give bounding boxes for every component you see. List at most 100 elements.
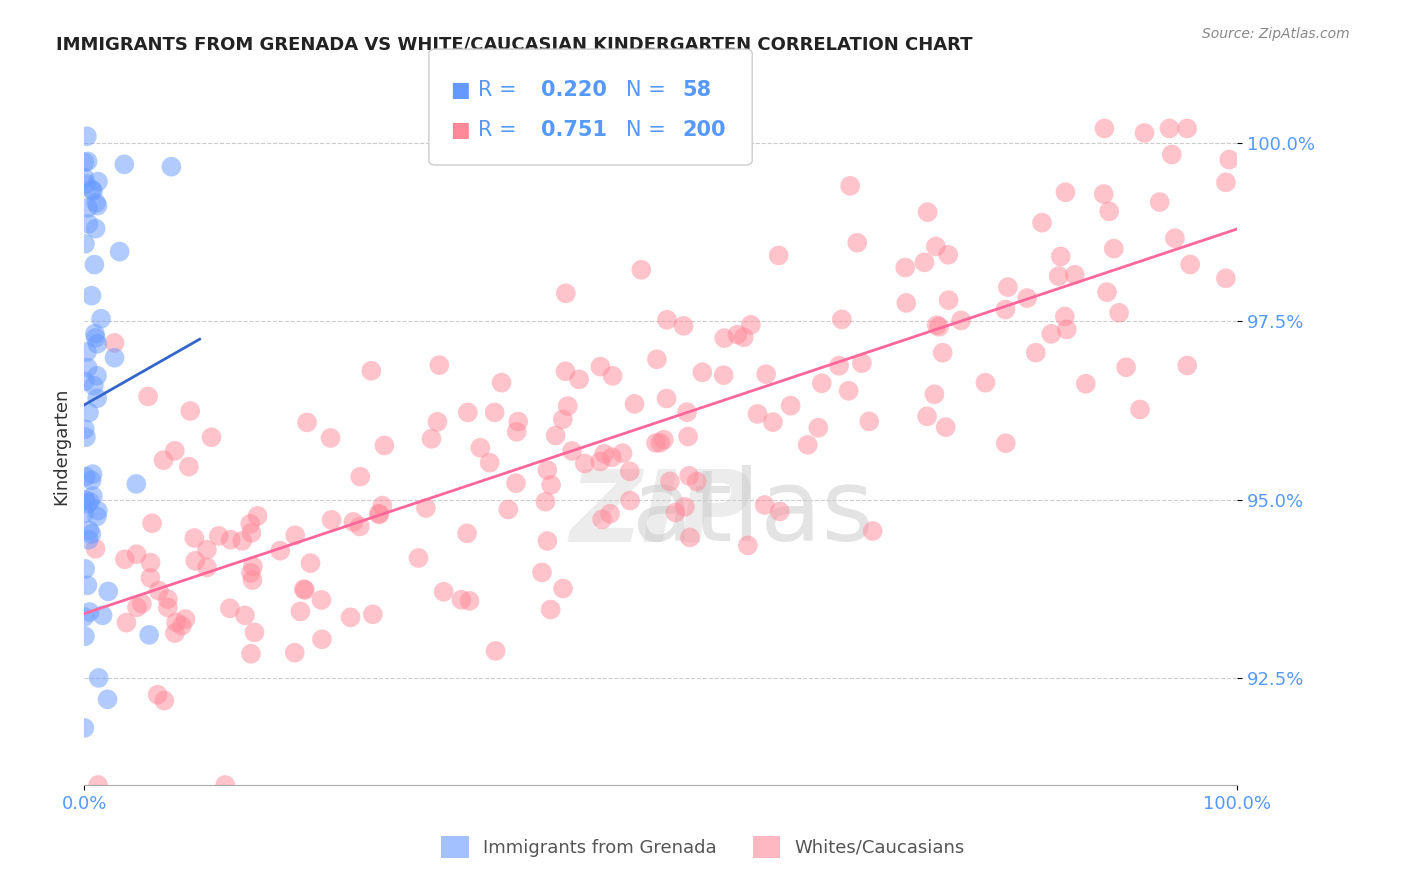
- Point: [138, 628, 160, 642]
- Text: R =: R =: [478, 80, 523, 100]
- Point: [427, 358, 450, 372]
- Point: [713, 368, 735, 383]
- Point: [1025, 345, 1047, 359]
- Point: [290, 604, 312, 618]
- Point: [498, 502, 520, 516]
- Point: [931, 345, 953, 359]
- Point: [82, 489, 104, 503]
- Text: IMMIGRANTS FROM GRENADA VS WHITE/CAUCASIAN KINDERGARTEN CORRELATION CHART: IMMIGRANTS FROM GRENADA VS WHITE/CAUCASI…: [56, 36, 973, 54]
- Text: 58: 58: [682, 80, 711, 100]
- Point: [108, 244, 131, 259]
- Point: [924, 387, 946, 401]
- Point: [925, 239, 948, 253]
- Point: [152, 453, 174, 467]
- Point: [1133, 126, 1156, 140]
- Point: [75, 562, 97, 576]
- Point: [1094, 121, 1116, 136]
- Point: [650, 435, 672, 450]
- Point: [1164, 231, 1187, 245]
- Point: [200, 430, 222, 444]
- Point: [645, 436, 668, 450]
- Point: [156, 600, 179, 615]
- Point: [84, 326, 107, 341]
- Point: [574, 457, 596, 471]
- Point: [561, 444, 583, 458]
- Point: [339, 610, 361, 624]
- Point: [846, 235, 869, 250]
- Point: [655, 392, 678, 406]
- Point: [727, 327, 749, 342]
- Point: [686, 475, 709, 489]
- Point: [73, 629, 96, 643]
- Point: [602, 368, 624, 383]
- Point: [534, 494, 557, 508]
- Point: [426, 415, 449, 429]
- Point: [321, 513, 343, 527]
- Point: [361, 607, 384, 622]
- Point: [139, 556, 162, 570]
- Text: R =: R =: [478, 120, 523, 140]
- Point: [76, 360, 98, 375]
- Point: [295, 416, 318, 430]
- Point: [240, 525, 263, 540]
- Point: [1047, 268, 1070, 283]
- Point: [242, 559, 264, 574]
- Point: [676, 405, 699, 419]
- Point: [76, 345, 98, 359]
- Point: [87, 504, 110, 518]
- Point: [170, 618, 193, 632]
- Point: [156, 592, 179, 607]
- Point: [1175, 359, 1198, 373]
- Point: [536, 463, 558, 477]
- Point: [373, 438, 395, 452]
- Point: [80, 289, 103, 303]
- Point: [672, 318, 695, 333]
- Point: [239, 516, 262, 531]
- Point: [80, 527, 103, 541]
- Point: [86, 336, 108, 351]
- Point: [540, 602, 562, 616]
- Point: [269, 543, 291, 558]
- Point: [928, 319, 950, 334]
- Point: [208, 529, 231, 543]
- Point: [160, 160, 183, 174]
- Point: [536, 533, 558, 548]
- Point: [994, 302, 1017, 317]
- Point: [1040, 326, 1063, 341]
- Point: [1218, 153, 1240, 167]
- Point: [530, 566, 553, 580]
- Point: [73, 506, 96, 520]
- Point: [368, 508, 391, 522]
- Point: [84, 195, 107, 210]
- Point: [676, 429, 699, 443]
- Point: [912, 255, 935, 269]
- Point: [184, 554, 207, 568]
- Point: [678, 468, 700, 483]
- Point: [153, 693, 176, 707]
- Point: [115, 615, 138, 630]
- Point: [84, 331, 107, 345]
- Point: [195, 560, 218, 574]
- Point: [96, 692, 118, 706]
- Point: [1108, 306, 1130, 320]
- Point: [299, 556, 322, 570]
- Y-axis label: Kindergarten: Kindergarten: [52, 387, 70, 505]
- Point: [87, 778, 110, 792]
- Point: [87, 175, 110, 189]
- Point: [163, 443, 186, 458]
- Point: [894, 260, 917, 275]
- Point: [554, 286, 576, 301]
- Point: [73, 374, 96, 388]
- Point: [1115, 360, 1137, 375]
- Point: [1175, 121, 1198, 136]
- Point: [233, 608, 256, 623]
- Point: [1180, 258, 1202, 272]
- Point: [420, 432, 443, 446]
- Text: Source: ZipAtlas.com: Source: ZipAtlas.com: [1202, 27, 1350, 41]
- Point: [86, 198, 108, 212]
- Point: [76, 129, 98, 144]
- Point: [484, 405, 506, 419]
- Point: [762, 415, 785, 429]
- Point: [75, 430, 97, 444]
- Point: [177, 459, 200, 474]
